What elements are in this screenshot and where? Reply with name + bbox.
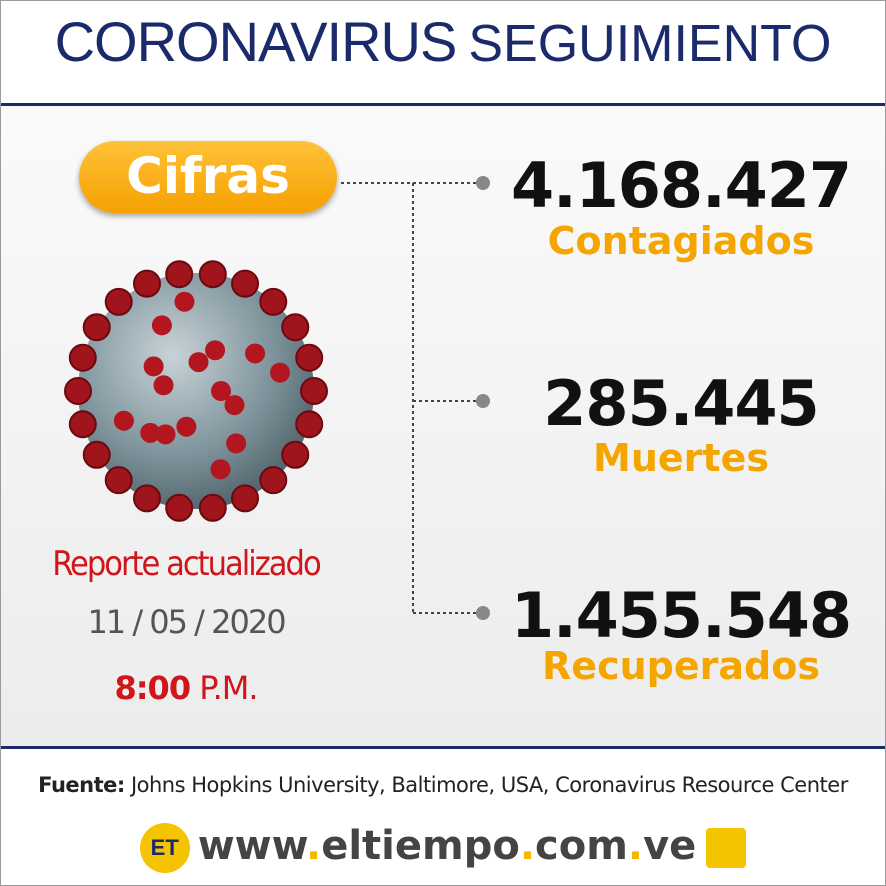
stat-value: 1.455.548	[510, 579, 852, 652]
virus-spike	[270, 362, 291, 383]
virus-spike	[64, 377, 92, 405]
virus-spike	[132, 484, 161, 513]
virus-spike	[224, 395, 245, 416]
virus-spike	[205, 340, 226, 361]
virus-spike	[210, 459, 231, 480]
virus-spike	[281, 440, 310, 469]
title: CORONAVIRUS SEGUIMIENTO	[1, 9, 885, 74]
report-time: 8:00	[114, 669, 191, 707]
title-main: CORONAVIRUS	[54, 10, 458, 73]
virus-spike	[245, 343, 266, 364]
stat-value: 285.445	[543, 367, 819, 440]
report-label: Reporte actualizado	[52, 544, 321, 584]
virus-spike	[143, 356, 164, 377]
connectors	[341, 182, 481, 614]
virus-spike	[140, 422, 161, 443]
stat-label: Contagiados	[547, 219, 815, 263]
virus-spike	[104, 287, 133, 316]
virus-spike	[198, 260, 227, 289]
virus-spike	[68, 343, 97, 372]
report-time-row: 8:00 P.M.	[1, 669, 371, 707]
virus-spike	[295, 410, 324, 439]
virus-spike	[82, 313, 111, 342]
badge: Cifras	[79, 141, 337, 213]
website: ET www.eltiempo.com.ve	[1, 823, 885, 873]
website-part: .	[306, 823, 322, 869]
virus-spike	[188, 352, 209, 373]
virus-spike	[226, 433, 247, 454]
virus-spike	[174, 291, 195, 312]
connector-dot	[476, 176, 490, 190]
title-sub: SEGUIMIENTO	[468, 15, 832, 73]
virus-spike	[231, 269, 260, 298]
virus-spike	[259, 466, 288, 495]
virus-spike	[165, 493, 194, 522]
virus-spike	[153, 375, 174, 396]
virus-spike	[281, 313, 310, 342]
connector-branches	[413, 182, 481, 614]
virus-spike	[300, 377, 328, 405]
website-part: com	[535, 823, 628, 869]
virus-spike	[198, 493, 227, 522]
virus-spike	[295, 343, 324, 372]
virus-spike	[113, 410, 134, 431]
website-part: .	[627, 823, 644, 869]
source-label: Fuente:	[38, 773, 125, 797]
source: Fuente: Johns Hopkins University, Baltim…	[1, 773, 885, 797]
stat-label: Muertes	[593, 436, 769, 480]
virus-spike	[259, 287, 288, 316]
virus-spike	[155, 424, 176, 445]
connector-dot	[476, 606, 490, 620]
website-url: www.eltiempo.com.ve	[198, 823, 697, 869]
virus-spike	[68, 410, 97, 439]
source-text: Johns Hopkins University, Baltimore, USA…	[130, 773, 848, 797]
website-part: ve	[643, 823, 697, 869]
virus-spike	[176, 416, 197, 437]
virus-spike	[151, 315, 172, 336]
stat-value: 4.168.427	[510, 149, 852, 222]
website-part: eltiempo	[321, 823, 520, 869]
virus-spike	[231, 484, 260, 513]
virus-spike	[104, 466, 133, 495]
virus-spike	[165, 260, 194, 289]
virus-illustration	[64, 260, 328, 522]
report-period: P.M.	[199, 669, 258, 707]
virus-spike	[211, 381, 231, 401]
virus-spike	[82, 440, 111, 469]
website-part: www	[197, 823, 307, 869]
connector-dot	[476, 394, 490, 408]
header	[1, 1, 885, 106]
report-date: 11 / 05 / 2020	[87, 603, 286, 641]
virus-spike	[132, 269, 161, 298]
logo: ET	[139, 823, 190, 873]
stat-label: Recuperados	[542, 644, 820, 688]
website-part: .	[519, 823, 536, 869]
click-icon	[706, 828, 747, 868]
